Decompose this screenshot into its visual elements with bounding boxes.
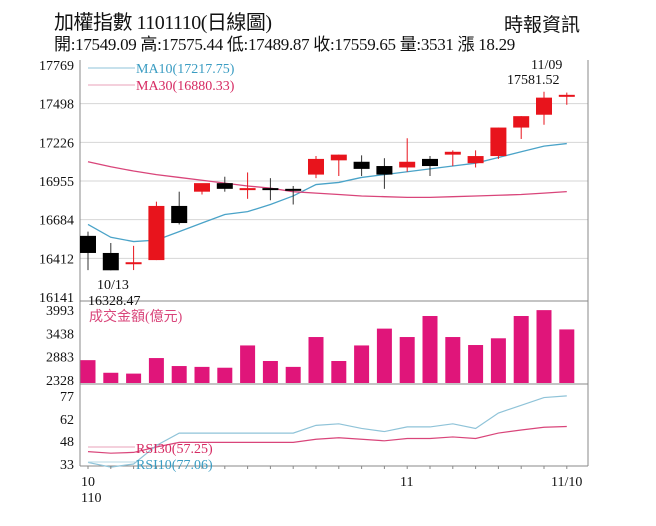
volume-tick-label: 2883 bbox=[46, 351, 74, 366]
price-tick-label: 16955 bbox=[39, 175, 74, 190]
volume-bar bbox=[194, 366, 210, 383]
price-tick-label: 17769 bbox=[39, 59, 74, 74]
candle-up bbox=[308, 158, 324, 175]
candle-up bbox=[239, 188, 256, 191]
moving-average-lines bbox=[87, 142, 567, 243]
volume-bar bbox=[376, 328, 392, 383]
x-label-year: 110 bbox=[81, 491, 101, 506]
candle-up bbox=[536, 97, 552, 115]
volume-legend: 成交金額(億元) bbox=[89, 308, 183, 325]
volume-bar bbox=[422, 316, 438, 383]
candle-up bbox=[558, 94, 575, 97]
volume-bar bbox=[536, 310, 552, 383]
volume-bar bbox=[399, 337, 415, 383]
ma10-line bbox=[87, 142, 567, 243]
candle-down bbox=[171, 205, 188, 224]
low-date-annotation: 10/13 bbox=[97, 278, 129, 293]
candle-down bbox=[285, 188, 302, 191]
candle-up bbox=[399, 161, 416, 168]
x-label-nov: 11 bbox=[400, 475, 413, 490]
high-value-annotation: 17581.52 bbox=[507, 73, 560, 88]
volume-bar bbox=[354, 345, 370, 383]
volume-tick-label: 3438 bbox=[46, 327, 74, 342]
candlesticks bbox=[80, 91, 575, 271]
candle-down bbox=[422, 158, 438, 167]
candle-up bbox=[194, 183, 210, 192]
rsi30-legend: RSI30(57.25) bbox=[136, 442, 213, 457]
price-tick-label: 17226 bbox=[39, 136, 74, 151]
source-label: 時報資訊 bbox=[504, 15, 581, 36]
volume-bar bbox=[308, 337, 324, 383]
price-gridlines bbox=[80, 103, 588, 259]
x-label-last-date: 11/10 bbox=[551, 475, 582, 490]
volume-bar bbox=[80, 360, 96, 383]
candle-up bbox=[148, 205, 165, 261]
volume-axis-ticks: 3993 3438 2883 2328 bbox=[46, 304, 74, 389]
volume-bar bbox=[126, 373, 142, 383]
volume-bar bbox=[262, 360, 278, 383]
candle-down bbox=[376, 166, 393, 175]
rsi10-line bbox=[87, 395, 567, 468]
rsi-lines bbox=[87, 395, 567, 468]
candle-up bbox=[444, 151, 461, 155]
price-tick-label: 16141 bbox=[39, 291, 74, 306]
ma10-legend: MA10(17217.75) bbox=[136, 62, 235, 77]
ma30-line bbox=[87, 161, 567, 199]
volume-bar bbox=[171, 366, 187, 383]
ma30-legend: MA30(16880.33) bbox=[136, 79, 235, 94]
volume-tick-label: 2328 bbox=[46, 374, 74, 389]
volume-bar bbox=[513, 316, 529, 383]
x-axis-ticks bbox=[87, 466, 568, 469]
rsi30-line bbox=[87, 425, 567, 454]
volume-bar bbox=[331, 360, 347, 383]
candle-up bbox=[125, 262, 142, 265]
chart-title: 加權指數 1101110(日線圖) bbox=[54, 12, 272, 34]
volume-bar bbox=[490, 338, 506, 383]
volume-bars bbox=[80, 310, 575, 383]
candle-up bbox=[330, 154, 347, 161]
price-tick-label: 16684 bbox=[39, 214, 74, 229]
price-tick-label: 17498 bbox=[39, 98, 74, 113]
volume-bar bbox=[217, 367, 233, 383]
volume-bar bbox=[103, 372, 119, 383]
candle-down bbox=[80, 235, 96, 253]
volume-bar bbox=[148, 358, 164, 383]
rsi-tick-label: 33 bbox=[60, 458, 74, 473]
high-date-annotation: 11/09 bbox=[531, 58, 562, 73]
rsi-tick-label: 62 bbox=[60, 413, 74, 428]
price-tick-label: 16412 bbox=[39, 252, 74, 267]
volume-tick-label: 3993 bbox=[46, 304, 74, 319]
candle-up bbox=[513, 116, 530, 128]
rsi-tick-label: 77 bbox=[60, 390, 74, 405]
low-value-annotation: 16328.47 bbox=[88, 294, 141, 309]
ohlc-summary: 開:17549.09 高:17575.44 低:17489.87 收:17559… bbox=[54, 35, 515, 54]
rsi10-legend: RSI10(77.06) bbox=[136, 458, 213, 473]
candle-up bbox=[467, 156, 484, 164]
volume-bar bbox=[285, 366, 301, 383]
volume-bar bbox=[240, 345, 256, 383]
candle-down bbox=[353, 161, 370, 169]
candle-down bbox=[262, 188, 279, 191]
x-label-oct: 10 bbox=[81, 475, 95, 490]
candle-up bbox=[490, 127, 507, 157]
volume-bar bbox=[468, 345, 484, 383]
candle-down bbox=[216, 183, 233, 189]
volume-bar bbox=[445, 337, 461, 383]
candle-down bbox=[102, 252, 119, 271]
price-axis-ticks: 17769 17498 17226 16955 16684 16412 16141 bbox=[39, 59, 74, 306]
rsi-tick-label: 48 bbox=[60, 435, 74, 450]
rsi-axis-ticks: 77 62 48 33 bbox=[60, 390, 74, 473]
volume-bar bbox=[559, 329, 575, 383]
